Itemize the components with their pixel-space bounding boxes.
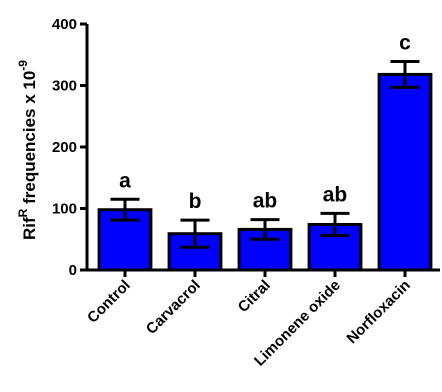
y-axis-title-sup: R [16, 208, 30, 217]
y-tick-label: 200 [52, 139, 77, 156]
significance-letters: ab ab abc [119, 32, 411, 214]
y-axis-title-base: Rif [20, 217, 39, 240]
y-tick-label: 300 [52, 78, 77, 95]
significance-letter: a [119, 169, 131, 192]
y-axis-title-text: frequencies x 10 [20, 71, 39, 209]
category-label: Norfloxacin [343, 277, 413, 347]
significance-letter: ab [253, 190, 278, 213]
y-tick-label: 400 [52, 16, 77, 33]
significance-letter: b [189, 190, 202, 213]
category-label: Citral [235, 277, 274, 316]
y-axis-title-exponent: -9 [16, 60, 30, 71]
significance-letter: ab [323, 183, 348, 206]
y-tick-label: 100 [52, 201, 77, 218]
y-axis-title: RifR frequencies x 10-9 [16, 60, 39, 240]
category-label: Carvacrol [143, 277, 204, 338]
bar-norfloxacin [377, 72, 433, 272]
y-axis: 0 100 200 300 400 [52, 16, 89, 279]
category-label: Control [84, 277, 134, 327]
y-tick-label: 0 [69, 262, 77, 279]
significance-letter: c [399, 32, 411, 55]
error-bars [110, 60, 420, 249]
